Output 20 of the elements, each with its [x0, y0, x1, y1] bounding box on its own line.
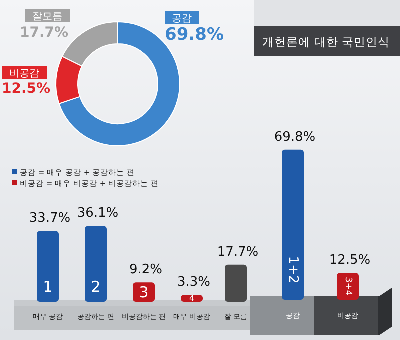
annotation: 1+2 — [286, 256, 300, 284]
data-label: 33.7% — [29, 211, 71, 226]
data-label: 36.1% — [77, 206, 119, 222]
data-label: 17.7% — [20, 25, 69, 41]
slice-label: 공감 — [172, 14, 192, 24]
data-label: 9.2% — [129, 262, 163, 278]
annotation: 1 — [43, 278, 53, 296]
annotation: 3+4 — [343, 277, 353, 296]
annotation: 4 — [189, 294, 195, 304]
data-label: 12.5% — [2, 81, 51, 97]
data-label: 17.7% — [217, 244, 259, 260]
chart-title: 개헌론에 대한 국민인식 — [262, 35, 390, 49]
data-label: 3.3% — [177, 275, 211, 290]
annotation: 2 — [91, 278, 101, 296]
slice-label: 비공감 — [10, 68, 40, 80]
annotation: 3 — [139, 283, 149, 302]
data-label: 69.8% — [274, 130, 316, 145]
data-label: 12.5% — [329, 253, 371, 268]
data-label: 69.8% — [165, 25, 224, 45]
slice-label: 잘모름 — [32, 12, 62, 22]
